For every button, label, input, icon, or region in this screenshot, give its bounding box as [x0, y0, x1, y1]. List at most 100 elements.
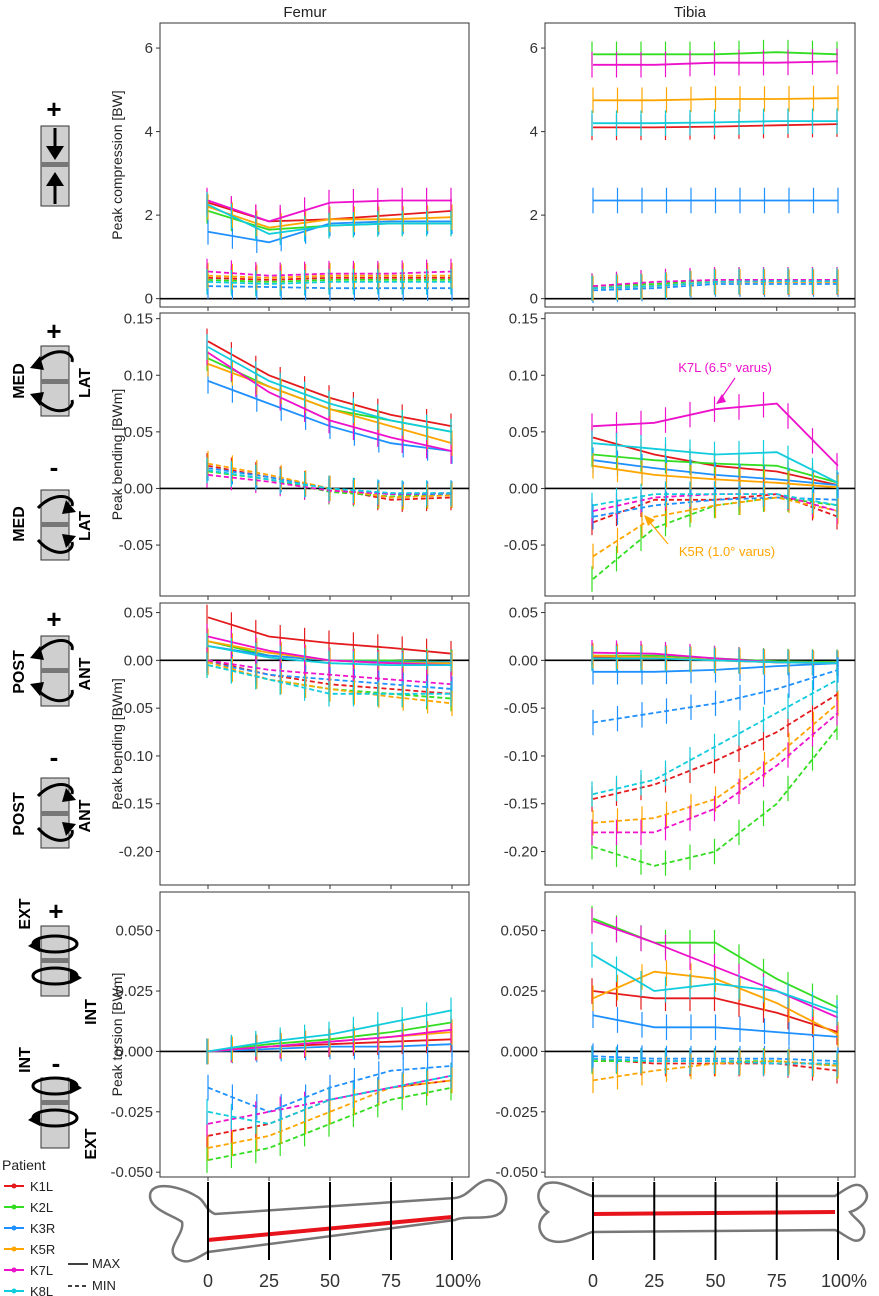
ml-lat-label: LAT	[77, 368, 94, 398]
y-tick-label: 0.05	[509, 424, 538, 441]
series-K7L-min	[207, 1074, 453, 1125]
ml-med-label: MED	[11, 363, 28, 399]
panel-frame	[159, 312, 470, 597]
bone-diagrams	[148, 1178, 868, 1263]
x-tick-label: 0	[203, 1271, 213, 1291]
legend-item-K8L: K8L	[4, 1284, 53, 1296]
y-tick-label: 0	[530, 291, 538, 308]
series-K8L-min	[592, 280, 838, 290]
panel-frame	[544, 22, 856, 308]
ap-post-label-2: POST	[11, 792, 28, 836]
legend-dot	[11, 1267, 17, 1273]
legend-dot	[11, 1288, 17, 1294]
y-tick-label: 0.00	[124, 652, 153, 669]
panel-frame	[544, 602, 856, 886]
panel-compression-tibia: 0 2 4 6	[530, 22, 856, 311]
y-tick-label: -0.10	[504, 748, 538, 765]
ml-bending-minus-icon: - MED LAT	[11, 452, 94, 561]
series-K8L-max	[207, 346, 453, 433]
ml-minus: -	[50, 452, 59, 482]
series-K2L-min	[207, 1086, 453, 1161]
legend-label: K5R	[30, 1242, 55, 1257]
ml-med-label-2: MED	[11, 506, 28, 542]
series-K8L-max	[592, 442, 839, 484]
y-tick-label: 0.05	[509, 605, 538, 622]
y-tick-label: 0.15	[509, 311, 538, 328]
y-tick-label: -0.20	[504, 844, 538, 861]
y-tick-label: 4	[145, 124, 153, 141]
legend-min-label: MIN	[92, 1278, 116, 1293]
series-K1L-min	[207, 1079, 453, 1137]
series-K8L-max	[207, 1009, 453, 1053]
series-K8L-min	[592, 493, 839, 507]
ap-ant-label-2: ANT	[77, 799, 94, 832]
panel-frame	[159, 22, 470, 308]
series-K8L-min	[207, 664, 452, 695]
series-K8L-min	[207, 1074, 453, 1125]
y-tick-label: 0	[145, 291, 153, 308]
series-K7L-min	[593, 712, 839, 834]
legend-label: K7L	[30, 1263, 53, 1278]
ap-ant-label: ANT	[77, 657, 94, 690]
torsion-plus: +	[48, 896, 63, 926]
series-K8L-max	[593, 120, 838, 125]
series-K8L-max	[593, 657, 839, 665]
ap-bending-plus-icon: + POST ANT	[11, 604, 94, 707]
y-tick-label: -0.20	[119, 844, 153, 861]
annotation-k5r-pointer	[647, 519, 669, 545]
annotation-k7l: K7L (6.5° varus)	[678, 360, 772, 375]
series-K7L-max	[207, 1028, 453, 1053]
series-K8L-min	[592, 1057, 838, 1065]
annotation-k7l-arrowhead	[716, 394, 726, 404]
y-tick-label: 0.05	[124, 605, 153, 622]
compression-plus: +	[46, 94, 61, 124]
legend-item-K1L: K1L	[4, 1179, 53, 1194]
legend: Patient K1L K2L K3R K5R K7L K8L MAX MIN	[2, 1157, 121, 1296]
panel-torsion-tibia: -0.050 -0.025 0.000 0.025 0.050	[495, 891, 856, 1181]
col-title-femur: Femur	[283, 4, 326, 21]
torsion-ext-label-2: EXT	[83, 1128, 100, 1159]
series-K5R-min	[592, 702, 839, 824]
series-K1L-max	[207, 616, 453, 655]
torsion-plus-icon: + EXT INT	[17, 896, 100, 1025]
legend-dot	[11, 1204, 17, 1210]
series-K7L-max	[593, 60, 839, 66]
series-K7L-min	[592, 279, 838, 287]
y-tick-label: 0.050	[500, 923, 538, 940]
panel-bending-ap-tibia: -0.20 -0.15 -0.10 -0.05 0.00 0.05	[504, 602, 856, 889]
legend-item-K3R: K3R	[4, 1221, 55, 1236]
legend-items: K1L K2L K3R K5R K7L K8L	[4, 1179, 55, 1296]
panel-bending-ml-femur: -0.05 0.00 0.05 0.10 0.15 Peak bending [BWm]	[109, 311, 470, 600]
y-tick-label: 2	[145, 207, 153, 224]
ap-plus: +	[46, 604, 61, 634]
y-tick-label: 0.00	[509, 652, 538, 669]
tibia-bone	[537, 1181, 868, 1244]
series-K7L-max	[592, 920, 839, 1019]
ml-plus: +	[46, 316, 61, 346]
panel-frame	[159, 602, 470, 886]
panel-torsion-femur: -0.050 -0.025 0.000 0.025 0.050 Peak torsion …	[109, 891, 470, 1181]
x-axis-labels: 0 25 50 75 100% 0 25 50 75 100%	[203, 1182, 867, 1291]
legend-item-K5R: K5R	[4, 1242, 55, 1257]
y-axis-label: Peak torsion [BWm]	[109, 973, 125, 1097]
series-K8L-min	[207, 469, 452, 494]
x-tick-label: 75	[767, 1271, 787, 1291]
series-K5R-min	[207, 661, 453, 705]
legend-label: K1L	[30, 1179, 53, 1194]
col-title-tibia: Tibia	[674, 4, 707, 21]
legend-dot	[11, 1225, 17, 1231]
y-tick-label: -0.05	[119, 700, 153, 717]
panel-bending-ml-tibia: -0.05 0.00 0.05 0.10 0.15	[504, 311, 856, 600]
side-icons: + + MED LAT -	[11, 94, 100, 1160]
series-K1L-max	[593, 123, 839, 129]
ap-post-label: POST	[11, 650, 28, 694]
series-K2L-max	[593, 51, 839, 56]
annotation-k5r-arrowhead	[644, 515, 655, 526]
chart-panels: 0 2 4 6 Peak compression [BW] 0 2 4 6 -0.05 0.00 0.…	[109, 22, 856, 1181]
legend-dot	[11, 1246, 17, 1252]
y-tick-label: 4	[530, 124, 538, 141]
series-K8L-max	[207, 203, 452, 235]
y-tick-label: 0.050	[115, 923, 153, 940]
legend-label: K8L	[30, 1284, 53, 1296]
